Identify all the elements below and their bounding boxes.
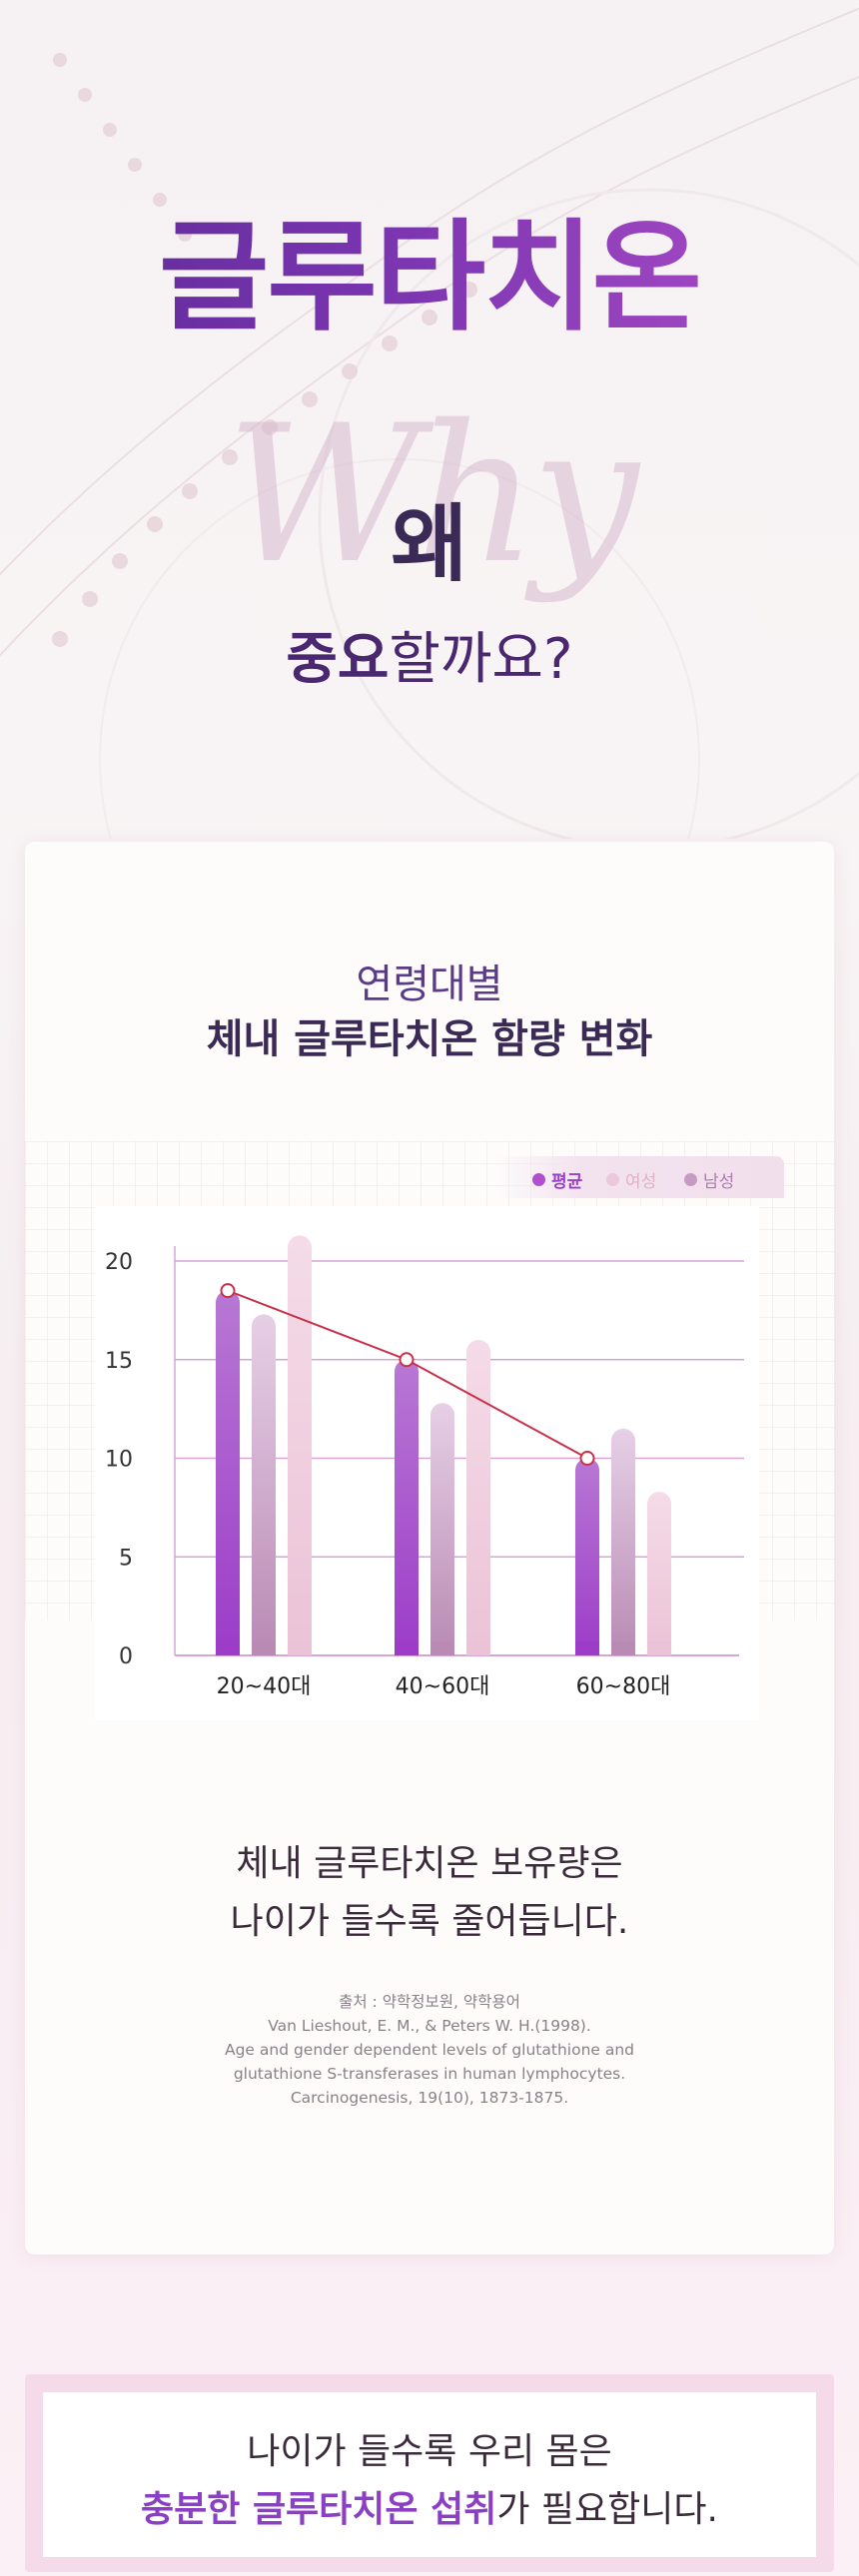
chart-card: 연령대별 체내 글루타치온 함량 변화 평균 여성 남성 0 5 10 15 20 20~… (25, 842, 834, 2254)
source-line: glutathione S-transferases in human lymp… (233, 2065, 626, 2083)
legend-label-average: 평균 (551, 1172, 583, 1192)
conclusion-line-2-rest: 가 필요합니다. (496, 2489, 718, 2530)
bar-average (395, 1359, 419, 1655)
x-tick-label: 20~40대 (217, 1674, 312, 1699)
why-heading: 왜 (391, 495, 468, 593)
legend-dot-male (684, 1173, 697, 1186)
bar-average (216, 1290, 240, 1655)
bar-base (647, 1641, 671, 1655)
bar-chart: 0 5 10 15 20 20~40대 40~60대 60~80대 (105, 1235, 744, 1699)
legend-label-female: 여성 (625, 1172, 657, 1192)
bar-base (252, 1641, 276, 1655)
source-line: Carcinogenesis, 19(10), 1873-1875. (290, 2089, 569, 2107)
chart-legend: 평균 여성 남성 (494, 1156, 784, 1198)
legend-dot-average (532, 1173, 545, 1186)
y-tick-label: 0 (119, 1644, 133, 1669)
bar-average (575, 1458, 599, 1655)
bar-base (430, 1641, 454, 1655)
card-title: 체내 글루타치온 함량 변화 (206, 1016, 653, 1062)
dna-helix-decoration (0, 7, 859, 839)
trend-point (399, 1352, 415, 1368)
y-tick-label: 5 (119, 1546, 133, 1571)
bar-base (395, 1641, 419, 1655)
legend-item-average: 평균 (532, 1167, 582, 1192)
x-tick-label: 60~80대 (576, 1674, 671, 1699)
hero-section: 글루타치온 Why 왜 중요할까요? (0, 0, 859, 839)
y-tick-label: 15 (105, 1349, 133, 1374)
page-title: 글루타치온 (0, 180, 859, 353)
bar-male (252, 1314, 276, 1655)
legend-label-male: 남성 (703, 1172, 735, 1192)
hero-subtitle-bold: 중요 (286, 627, 390, 692)
bar-base (611, 1641, 635, 1655)
bar-base (466, 1641, 490, 1655)
conclusion-highlight: 충분한 글루타치온 섭취 (141, 2489, 497, 2530)
description-line-2: 나이가 들수록 줄어듭니다. (230, 1901, 629, 1942)
card-subtitle: 연령대별 (356, 962, 503, 1007)
legend-item-female: 여성 (606, 1167, 656, 1192)
x-tick-label: 40~60대 (396, 1674, 490, 1699)
y-tick-label: 10 (105, 1448, 133, 1473)
conclusion-box: 나이가 들수록 우리 몸은 충분한 글루타치온 섭취가 필요합니다. (43, 2392, 816, 2557)
source-citation: 출처 : 약학정보원, 약학용어 Van Lieshout, E. M., & … (25, 1990, 834, 2110)
trend-point (579, 1451, 595, 1466)
bar-male (611, 1428, 635, 1655)
description-line-1: 체내 글루타치온 보유량은 (236, 1843, 623, 1884)
trend-point (220, 1283, 236, 1299)
chart-area: 0 5 10 15 20 20~40대 40~60대 60~80대 (95, 1206, 759, 1720)
source-line: Age and gender dependent levels of gluta… (224, 2041, 635, 2059)
y-tick-label: 20 (105, 1250, 133, 1275)
hero-subtitle: 중요할까요? (0, 614, 859, 695)
bar-female (288, 1235, 312, 1655)
source-line: Van Lieshout, E. M., & Peters W. H.(1998… (268, 2017, 591, 2035)
source-line: 출처 : 약학정보원, 약학용어 (339, 1993, 520, 2011)
hero-subtitle-rest: 할까요? (389, 627, 573, 692)
bar-base (575, 1641, 599, 1655)
bar-male (430, 1403, 454, 1655)
bar-base (216, 1641, 240, 1655)
why-script-decoration: Why (226, 384, 639, 605)
legend-item-male: 남성 (684, 1167, 734, 1192)
chart-description: 체내 글루타치온 보유량은 나이가 들수록 줄어듭니다. (25, 1835, 834, 1951)
conclusion-frame: 나이가 들수록 우리 몸은 충분한 글루타치온 섭취가 필요합니다. (25, 2374, 834, 2572)
conclusion-line-1: 나이가 들수록 우리 몸은 (247, 2431, 612, 2472)
bar-female (466, 1340, 490, 1655)
bar-female (647, 1492, 671, 1655)
legend-dot-female (606, 1173, 619, 1186)
bar-base (288, 1641, 312, 1655)
conclusion-line-2: 충분한 글루타치온 섭취가 필요합니다. (43, 2480, 816, 2532)
